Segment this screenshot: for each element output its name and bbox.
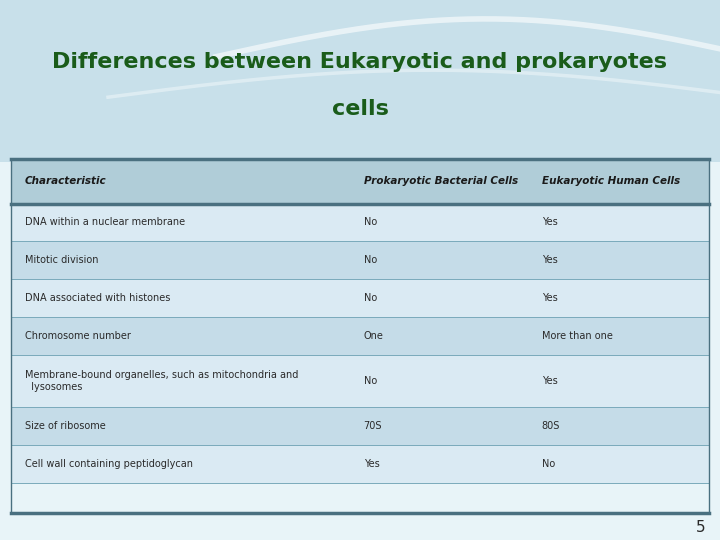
FancyBboxPatch shape [11, 279, 709, 317]
Text: More than one: More than one [541, 331, 613, 341]
Text: No: No [541, 459, 555, 469]
FancyBboxPatch shape [0, 0, 720, 162]
Text: Yes: Yes [541, 376, 557, 386]
Text: Eukaryotic Human Cells: Eukaryotic Human Cells [541, 177, 680, 186]
Text: Cell wall containing peptidoglycan: Cell wall containing peptidoglycan [24, 459, 193, 469]
FancyBboxPatch shape [11, 241, 709, 279]
Text: 80S: 80S [541, 421, 560, 431]
Text: Yes: Yes [541, 293, 557, 303]
Text: 70S: 70S [364, 421, 382, 431]
Text: Prokaryotic Bacterial Cells: Prokaryotic Bacterial Cells [364, 177, 518, 186]
Text: Yes: Yes [541, 255, 557, 265]
Text: Yes: Yes [541, 218, 557, 227]
FancyBboxPatch shape [11, 407, 709, 445]
Text: 5: 5 [696, 519, 706, 535]
Text: DNA associated with histones: DNA associated with histones [24, 293, 170, 303]
Text: No: No [364, 255, 377, 265]
Text: One: One [364, 331, 384, 341]
Text: Membrane-bound organelles, such as mitochondria and
  lysosomes: Membrane-bound organelles, such as mitoc… [24, 370, 298, 392]
Text: Chromosome number: Chromosome number [24, 331, 130, 341]
Text: cells: cells [332, 99, 388, 119]
FancyBboxPatch shape [11, 317, 709, 355]
Text: Characteristic: Characteristic [24, 177, 107, 186]
Text: Differences between Eukaryotic and prokaryotes: Differences between Eukaryotic and proka… [53, 51, 667, 72]
Text: Size of ribosome: Size of ribosome [24, 421, 105, 431]
FancyBboxPatch shape [11, 355, 709, 407]
Text: Yes: Yes [364, 459, 379, 469]
Text: Mitotic division: Mitotic division [24, 255, 98, 265]
Text: No: No [364, 218, 377, 227]
Text: No: No [364, 376, 377, 386]
FancyBboxPatch shape [11, 445, 709, 483]
FancyBboxPatch shape [11, 204, 709, 241]
Text: No: No [364, 293, 377, 303]
Text: DNA within a nuclear membrane: DNA within a nuclear membrane [24, 218, 185, 227]
FancyBboxPatch shape [11, 159, 709, 204]
